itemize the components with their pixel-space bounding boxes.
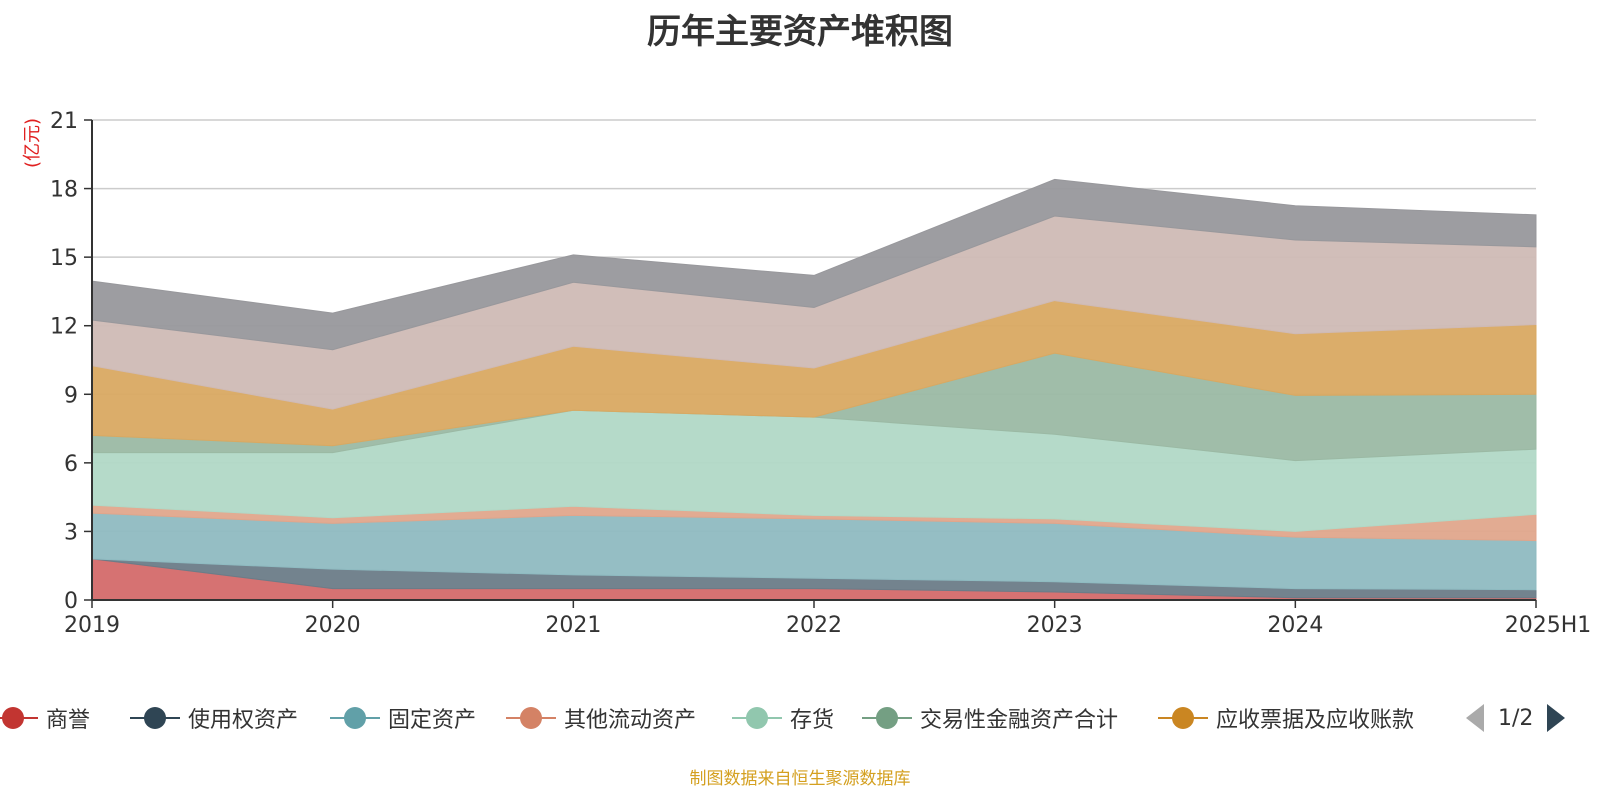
legend-item[interactable]: 交易性金融资产合计	[862, 700, 1118, 736]
legend-item-label: 商誉	[46, 708, 91, 733]
legend-item-label: 使用权资产	[188, 708, 299, 733]
legend-marker-icon	[330, 700, 380, 736]
legend-item-label: 交易性金融资产合计	[920, 708, 1119, 733]
legend-marker-dot	[1172, 707, 1194, 729]
x-tick-label: 2019	[64, 613, 120, 638]
y-tick-label: 12	[50, 315, 78, 340]
stacked-area-chart: 0 3 6 9 12 15 18 21 2019 2020 2021 2022 2023 2024 2025…	[22, 109, 1591, 638]
legend-marker-dot	[2, 707, 24, 729]
y-tick-label: 3	[64, 520, 78, 545]
axes: 0 3 6 9 12 15 18 21 2019 2020 2021 2022 2023 2024 2025…	[50, 109, 1591, 638]
legend-marker-dot	[520, 707, 542, 729]
y-tick-label: 0	[64, 589, 78, 614]
legend-marker-icon	[130, 700, 180, 736]
x-tick-label: 2021	[545, 613, 601, 638]
legend-marker-icon	[732, 700, 782, 736]
legend-item[interactable]: 固定资产	[330, 700, 476, 736]
legend-next-page-icon[interactable]	[1547, 704, 1566, 732]
y-axis-unit-label: (亿元)	[22, 118, 43, 168]
legend-marker-icon	[506, 700, 556, 736]
legend-item[interactable]: 应收票据及应收账款	[1158, 700, 1414, 736]
y-tick-label: 21	[50, 109, 78, 134]
legend-pager: 1/2	[1466, 700, 1566, 736]
y-tick-label: 6	[64, 452, 78, 477]
legend-marker-icon	[0, 700, 38, 736]
legend-item[interactable]: 使用权资产	[130, 700, 298, 736]
legend-prev-page-icon[interactable]	[1466, 704, 1484, 732]
x-tick-label: 2020	[305, 613, 361, 638]
legend-page-indicator: 1/2	[1498, 705, 1534, 731]
x-tick-label: 2022	[786, 613, 842, 638]
x-tick-label: 2025H1	[1505, 613, 1592, 638]
legend-marker-dot	[876, 707, 898, 729]
legend: 商誉 使用权资产 固定资产 其他流动资产 存货 交易性金融资产合计 应收票据及应收账款 1/…	[0, 700, 1600, 740]
source-note: 制图数据来自恒生聚源数据库	[689, 769, 911, 789]
chart-title: 历年主要资产堆积图	[647, 12, 953, 52]
legend-marker-icon	[862, 700, 912, 736]
legend-item-label: 其他流动资产	[564, 708, 697, 733]
area-series	[91, 178, 1537, 601]
area-series-8	[91, 178, 1537, 351]
legend-item-label: 存货	[790, 708, 835, 733]
legend-marker-dot	[344, 707, 366, 729]
legend-item-label: 固定资产	[388, 708, 477, 733]
legend-items: 商誉 使用权资产 固定资产 其他流动资产 存货 交易性金融资产合计 应收票据及应收账款	[0, 700, 1456, 740]
x-tick-label: 2024	[1267, 613, 1323, 638]
legend-marker-dot	[144, 707, 166, 729]
legend-marker-dot	[746, 707, 768, 729]
y-tick-label: 18	[50, 178, 78, 203]
y-tick-label: 9	[64, 383, 78, 408]
legend-item[interactable]: 商誉	[0, 700, 90, 736]
legend-item-label: 应收票据及应收账款	[1216, 708, 1415, 733]
legend-marker-icon	[1158, 700, 1208, 736]
legend-item[interactable]: 其他流动资产	[506, 700, 696, 736]
x-tick-label: 2023	[1027, 613, 1083, 638]
y-tick-label: 15	[50, 246, 78, 271]
legend-item[interactable]: 存货	[732, 700, 834, 736]
